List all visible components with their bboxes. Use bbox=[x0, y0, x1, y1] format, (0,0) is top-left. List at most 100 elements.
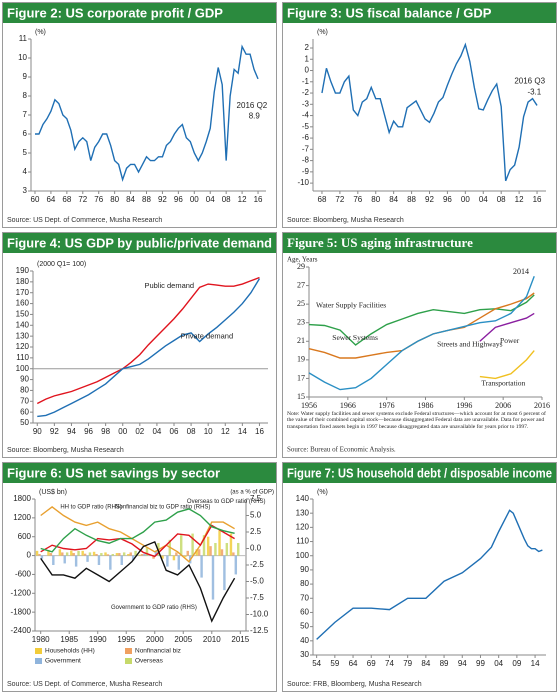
bar bbox=[234, 555, 238, 575]
y-tick-label: 80 bbox=[300, 579, 309, 588]
x-tick-label: 2015 bbox=[231, 635, 249, 644]
series-line bbox=[40, 524, 235, 558]
y-tick-label: 2 bbox=[305, 43, 310, 52]
x-tick-label: 68 bbox=[318, 195, 327, 204]
y-tick-label: 190 bbox=[16, 266, 30, 275]
y-tick-label: 7 bbox=[23, 110, 28, 119]
x-tick-label: 00 bbox=[118, 427, 127, 436]
y-tick-label: 130 bbox=[296, 508, 310, 517]
x-tick-label: 1985 bbox=[60, 635, 78, 644]
y-tick-label: -5 bbox=[302, 122, 310, 131]
x-tick-label: 60 bbox=[31, 195, 40, 204]
bar bbox=[179, 535, 183, 556]
y2-tick-label: 5.0 bbox=[250, 511, 262, 520]
y-tick-label: 100 bbox=[296, 551, 310, 560]
bar bbox=[197, 549, 201, 556]
y-tick-label: 90 bbox=[20, 375, 29, 384]
y-tick-label: 0 bbox=[305, 66, 310, 75]
bar bbox=[70, 550, 73, 556]
legend-swatch bbox=[125, 648, 132, 654]
chart: Figure 4: US GDP by public/private deman… bbox=[3, 233, 276, 454]
x-tick-label: 08 bbox=[497, 195, 506, 204]
y-tick-label: 8 bbox=[23, 91, 28, 100]
y-tick-label: 11 bbox=[19, 34, 28, 43]
bar bbox=[175, 552, 178, 556]
unit-label: Age, Years bbox=[287, 256, 318, 264]
bar bbox=[223, 555, 226, 591]
series-label: Overseas to GDP ratio (RHS) bbox=[187, 499, 266, 505]
x-tick-label: 84 bbox=[126, 195, 135, 204]
y-tick-label: -1 bbox=[302, 77, 310, 86]
bar bbox=[161, 555, 164, 559]
y2-tick-label: -10.0 bbox=[250, 610, 269, 619]
legend-label: Nonfinancial biz bbox=[135, 648, 181, 655]
x-tick-label: 72 bbox=[335, 195, 344, 204]
y-tick-label: 3 bbox=[23, 186, 28, 195]
chart-title: Figure 4: US GDP by public/private deman… bbox=[7, 235, 272, 250]
series-line bbox=[316, 509, 543, 640]
chart-title: Figure 7: US household debt / disposable… bbox=[287, 465, 552, 480]
x-tick-label: 80 bbox=[371, 195, 380, 204]
series-label: HH to GDP ratio (RHS) bbox=[60, 504, 122, 510]
bar bbox=[229, 533, 233, 556]
x-tick-label: 69 bbox=[367, 659, 376, 668]
bar bbox=[122, 552, 126, 556]
bar bbox=[140, 554, 144, 556]
x-tick-label: 88 bbox=[407, 195, 416, 204]
bar bbox=[209, 546, 212, 556]
legend-label: Overseas bbox=[135, 658, 164, 665]
bar bbox=[218, 530, 221, 556]
x-tick-label: 64 bbox=[46, 195, 55, 204]
series-label: Sewer Systems bbox=[332, 333, 378, 342]
x-tick-label: 54 bbox=[312, 659, 321, 668]
unit-label: (as a % of GDP) bbox=[230, 490, 274, 496]
x-tick-label: 96 bbox=[84, 427, 93, 436]
x-tick-label: 2016 bbox=[534, 401, 550, 410]
series-line bbox=[36, 276, 260, 405]
unit-label: (%) bbox=[317, 29, 328, 36]
y-tick-label: 70 bbox=[20, 396, 29, 405]
chart-panel: Figure 4: US GDP by public/private deman… bbox=[2, 232, 277, 458]
header-bar bbox=[283, 3, 556, 23]
y2-tick-label: 7.5 bbox=[250, 494, 262, 503]
y-tick-label: 120 bbox=[16, 342, 30, 351]
x-tick-label: 92 bbox=[50, 427, 59, 436]
x-tick-label: 1956 bbox=[301, 401, 317, 410]
y-tick-label: 1200 bbox=[13, 513, 31, 522]
series-line bbox=[308, 276, 535, 391]
chart: Figure 2: US corporate profit / GDP 3 4 5 6 7… bbox=[3, 3, 276, 224]
annotation: -3.1 bbox=[527, 87, 541, 96]
bar bbox=[100, 553, 103, 556]
annotation: 8.9 bbox=[249, 112, 261, 121]
x-tick-label: 1966 bbox=[340, 401, 356, 410]
x-tick-label: 12 bbox=[238, 195, 247, 204]
bar bbox=[200, 555, 203, 578]
y-tick-label: 29 bbox=[297, 262, 305, 271]
bar bbox=[211, 555, 215, 600]
y-tick-label: 170 bbox=[16, 288, 30, 297]
header-bar bbox=[3, 463, 276, 483]
y2-tick-label: -7.5 bbox=[250, 593, 264, 602]
y-tick-label: -9 bbox=[302, 167, 310, 176]
bar bbox=[115, 553, 119, 556]
y-tick-label: 19 bbox=[297, 355, 305, 364]
bar bbox=[191, 533, 194, 556]
bar bbox=[95, 554, 98, 556]
y2-tick-label: 0.0 bbox=[250, 544, 262, 553]
y-tick-label: 27 bbox=[297, 280, 305, 289]
chart-panel: Figure 5: US aging infrastructure 15 17 19 2… bbox=[282, 232, 557, 458]
series-label: Streets and Highways bbox=[437, 340, 502, 349]
series-label: Private demand bbox=[181, 331, 234, 340]
x-tick-label: 76 bbox=[353, 195, 362, 204]
x-tick-label: 80 bbox=[110, 195, 119, 204]
unit-label: (US$ bn) bbox=[39, 489, 67, 496]
bar bbox=[177, 555, 180, 570]
series-label: Government to GDP ratio (RHS) bbox=[111, 605, 197, 611]
y-tick-label: -4 bbox=[302, 111, 310, 120]
x-tick-label: 04 bbox=[206, 195, 215, 204]
source: Source: Bloomberg, Musha Research bbox=[287, 217, 404, 224]
unit-label: (%) bbox=[35, 29, 46, 36]
bar bbox=[134, 550, 137, 556]
x-tick-label: 1996 bbox=[456, 401, 472, 410]
x-tick-label: 1986 bbox=[418, 401, 434, 410]
